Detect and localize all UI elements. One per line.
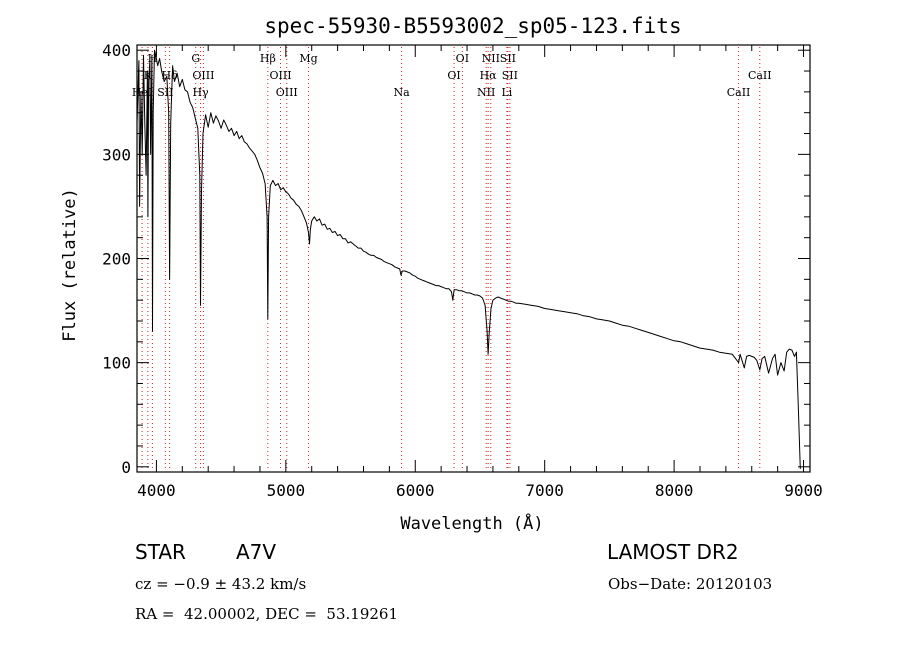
series-flux [136, 49, 801, 469]
redshift-velocity: cz = −0.9 ± 43.2 km/s [135, 575, 307, 593]
survey-name: LAMOST DR2 [607, 540, 739, 564]
line-label-11: Mg [299, 52, 317, 65]
line-label-13: OI [456, 52, 469, 65]
observation-date: Obs−Date: 20120103 [608, 575, 773, 593]
object-subclass: A7V [236, 540, 277, 564]
x-tick-label: 9000 [784, 481, 823, 500]
y-tick-label: 100 [102, 354, 131, 373]
series-layer [136, 49, 801, 469]
x-axis-title: Wavelength (Å) [400, 512, 543, 534]
y-axis-title-group: Flux (relative) [60, 188, 80, 342]
line-label-19: SII [502, 69, 518, 82]
y-tick-label: 200 [102, 250, 131, 269]
line-label-10: OIII [276, 86, 298, 99]
line-label-8: Hβ [260, 52, 276, 65]
line-label-3: SII [157, 86, 173, 99]
line-label-1: K [144, 69, 153, 82]
line-label-15: NII [482, 52, 500, 65]
tick-label-layer: 4000 5000 6000 7000 8000 9000 0 100 200 300 400 [102, 41, 823, 500]
coordinates: RA = 42.00002, DEC = 53.19261 [135, 605, 399, 623]
line-label-17: NII [477, 86, 495, 99]
line-label-20: Li [501, 86, 512, 99]
object-class: STAR [135, 540, 186, 564]
line-label-12: Na [393, 86, 410, 99]
y-tick-label: 400 [102, 41, 131, 60]
chart-title: spec-55930-B5593002_sp05-123.fits [264, 14, 681, 38]
line-label-21: CaII [748, 69, 772, 82]
tick-layer [137, 45, 810, 472]
x-tick-label: 4000 [137, 481, 176, 500]
line-label-16: Hα [480, 69, 498, 82]
y-axis-title: Flux (relative) [60, 188, 80, 342]
x-tick-label: 5000 [267, 481, 306, 500]
line-label-layer: HeIKHSIIHδGOIIIHγHβOIIIOIIIMgNaOIOINIIHα… [132, 52, 772, 99]
y-tick-label: 300 [102, 145, 131, 164]
x-tick-label: 8000 [655, 481, 694, 500]
line-label-18: SII [500, 52, 516, 65]
line-marker-layer [141, 47, 761, 471]
line-label-0: HeI [132, 86, 152, 99]
line-label-22: CaII [727, 86, 751, 99]
line-label-14: OI [447, 69, 460, 82]
line-label-7: Hγ [192, 86, 209, 99]
line-label-9: OIII [269, 69, 291, 82]
line-label-5: G [191, 52, 200, 65]
x-tick-label: 7000 [525, 481, 564, 500]
plot-frame [136, 44, 811, 473]
line-label-6: OIII [192, 69, 214, 82]
x-tick-label: 6000 [396, 481, 435, 500]
y-tick-label: 0 [121, 458, 131, 477]
